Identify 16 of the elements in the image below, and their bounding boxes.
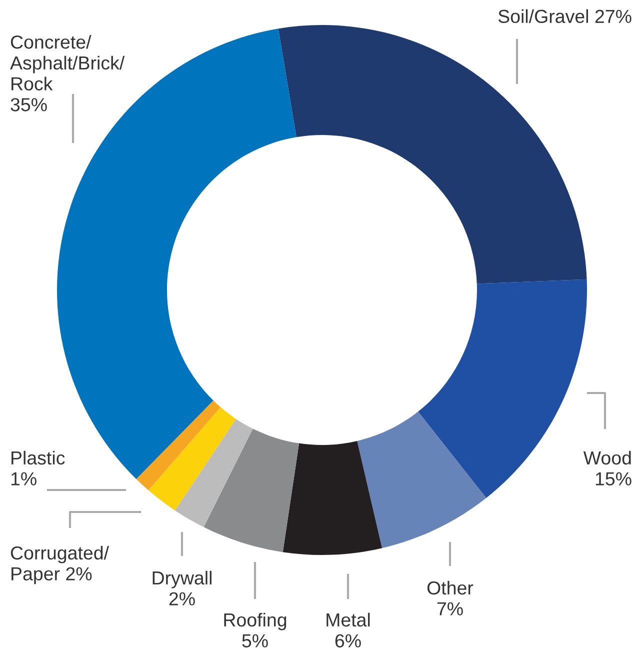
slice-label: Other [427, 580, 474, 595]
data-label: 35% [10, 98, 47, 112]
slice-label: Metal [326, 612, 370, 627]
slice-label: Roofing [224, 612, 286, 630]
data-label: 1% [11, 472, 36, 486]
data-label: 2% [169, 592, 195, 606]
slice-label: Soil/Gravel 27% [498, 9, 632, 24]
slice-label: Concrete/ Asphalt/Brick/ Rock [10, 34, 125, 90]
data-label: 7% [437, 602, 463, 616]
data-label: 5% [242, 634, 268, 648]
slice-label: Plastic [12, 450, 65, 465]
slice-label: Wood [583, 450, 631, 465]
data-label: 15% [596, 472, 632, 486]
data-label: 6% [335, 634, 361, 648]
slice-label: Corrugated/ Paper 2% [10, 546, 110, 584]
slice-label: Drywall [152, 570, 212, 588]
